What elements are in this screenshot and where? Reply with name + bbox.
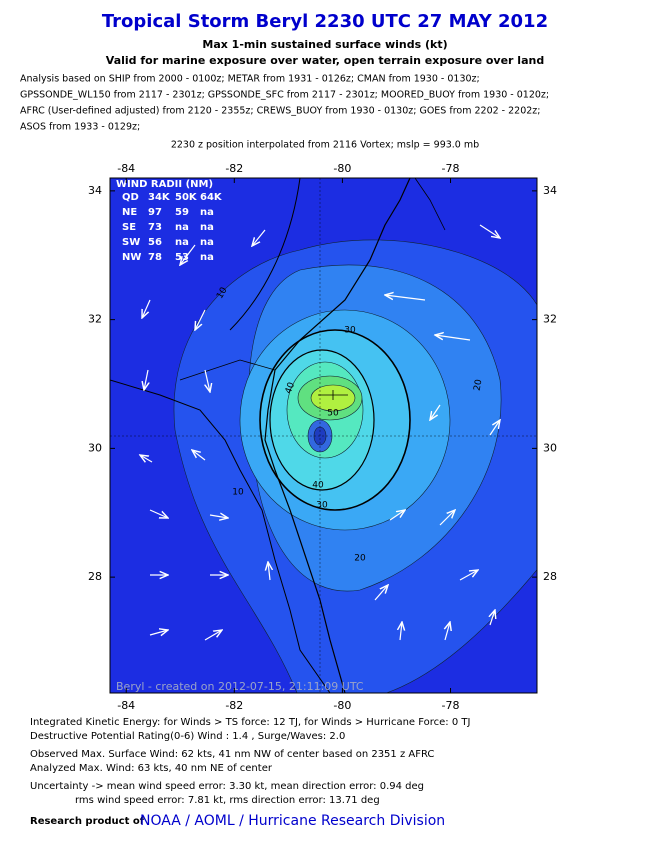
analysis-line: GPSSONDE_WL150 from 2117 - 2301z; GPSSON… [20,90,549,101]
radii-cell: 78 [148,252,162,263]
radii-cell: na [200,207,214,218]
footer-line: Uncertainty -> mean wind speed error: 3.… [30,781,424,792]
wind-arrow [144,369,148,390]
contour-label: 30 [316,501,328,511]
radii-cell: SW [122,237,140,248]
y-tick-label: 34 [543,184,557,197]
radii-header: 64K [200,192,223,203]
contour-label: 10 [232,488,244,498]
y-tick-label: 30 [88,441,102,454]
y-tick-label: 28 [88,570,102,583]
map-frame [109,177,538,694]
x-tick-label: -78 [442,699,460,712]
position-note: 2230 z position interpolated from 2116 V… [171,140,479,151]
footer-line: Observed Max. Surface Wind: 62 kts, 41 n… [30,749,434,760]
wind-arrow [149,630,168,635]
y-tick-label: 30 [543,441,557,454]
wind-field [110,178,537,693]
credit: Beryl - created on 2012-07-15, 21:11:09 … [116,680,364,693]
wind-arrow [385,295,426,301]
wind-arrow [389,510,405,521]
wind-arrow [459,570,478,581]
wind-arrow [268,562,270,581]
radii-cell: 73 [148,222,162,233]
footer-line: rms wind speed error: 7.81 kt, rms direc… [75,795,380,806]
y-tick-label: 34 [88,184,102,197]
radii-cell: 56 [148,237,162,248]
radii-cell: 59 [175,207,189,218]
wind-arrow [430,404,441,420]
wind-arrow [195,309,206,330]
y-tick-label: 32 [543,313,557,326]
x-tick-label: -82 [225,162,243,175]
wind-arrow [479,224,500,238]
wind-radii: WIND RADII (NM) QD 34K 50K 64K NE 97 59 na SE 73 n… [116,179,223,263]
radii-cell: na [175,222,189,233]
x-tick-label: -80 [333,162,351,175]
wind-arrow [489,420,500,436]
analysis-line: ASOS from 1933 - 0129z; [20,122,140,133]
wind-arrow [180,244,196,265]
footer-line: Analyzed Max. Wind: 63 kts, 40 nm NE of … [30,763,273,774]
radii-cell: na [200,222,214,233]
radii-title: WIND RADII (NM) [116,179,213,190]
contour-label: 40 [284,381,297,395]
subtitle: Max 1-min sustained surface winds (kt) [202,38,447,51]
wind-arrow [209,515,228,518]
wind-arrow [252,229,266,246]
radii-cell: na [200,237,214,248]
wind-arrow [204,630,222,641]
wind-arrow [490,610,495,626]
research-org[interactable]: NOAA / AOML / Hurricane Research Divisio… [140,813,445,829]
wind-arrow [205,369,210,392]
radii-header: 34K [148,192,171,203]
x-tick-label: -84 [117,162,135,175]
analysis-line: AFRC (User-defined adjusted) from 2120 -… [20,106,541,117]
contour-label: 50 [327,409,339,419]
wind-arrow [142,299,151,318]
footer: Integrated Kinetic Energy: for Winds > T… [30,717,470,806]
contour-label: 30 [344,326,356,336]
subtitle: Valid for marine exposure over water, op… [106,54,544,67]
x-tick-label: -82 [225,699,243,712]
radii-cell: NW [122,252,141,263]
wind-arrow [192,450,206,461]
x-tick-label: -80 [333,699,351,712]
radii-cell: NE [122,207,137,218]
wind-arrow [374,585,388,601]
radii-cell: 97 [148,207,162,218]
wind-arrow [445,622,450,641]
footer-line: Destructive Potential Rating(0-6) Wind :… [30,731,345,742]
contour-label: 20 [473,378,485,391]
x-tick-label: -78 [442,162,460,175]
wind-arrow [149,509,168,518]
contour-label: 20 [354,554,366,564]
wind-arrow [435,335,471,341]
radii-header: 50K [175,192,198,203]
radii-cell: SE [122,222,136,233]
research-prefix: Research product of [30,816,145,827]
wind-arrow [400,622,402,641]
radii-cell: 53 [175,252,189,263]
radii-cell: na [200,252,214,263]
x-tick-label: -84 [117,699,135,712]
analysis-line: Analysis based on SHIP from 2000 - 0100z… [20,74,480,85]
contour-label: 40 [312,481,324,491]
wind-arrow [439,510,455,526]
radii-cell: na [175,237,189,248]
footer-line: Integrated Kinetic Energy: for Winds > T… [30,717,470,728]
y-tick-label: 28 [543,570,557,583]
y-tick-label: 32 [88,313,102,326]
title: Tropical Storm Beryl 2230 UTC 27 MAY 201… [102,11,548,32]
analysis: Analysis based on SHIP from 2000 - 0100z… [20,74,549,133]
wind-arrow [140,455,153,462]
radii-header: QD [122,192,139,203]
